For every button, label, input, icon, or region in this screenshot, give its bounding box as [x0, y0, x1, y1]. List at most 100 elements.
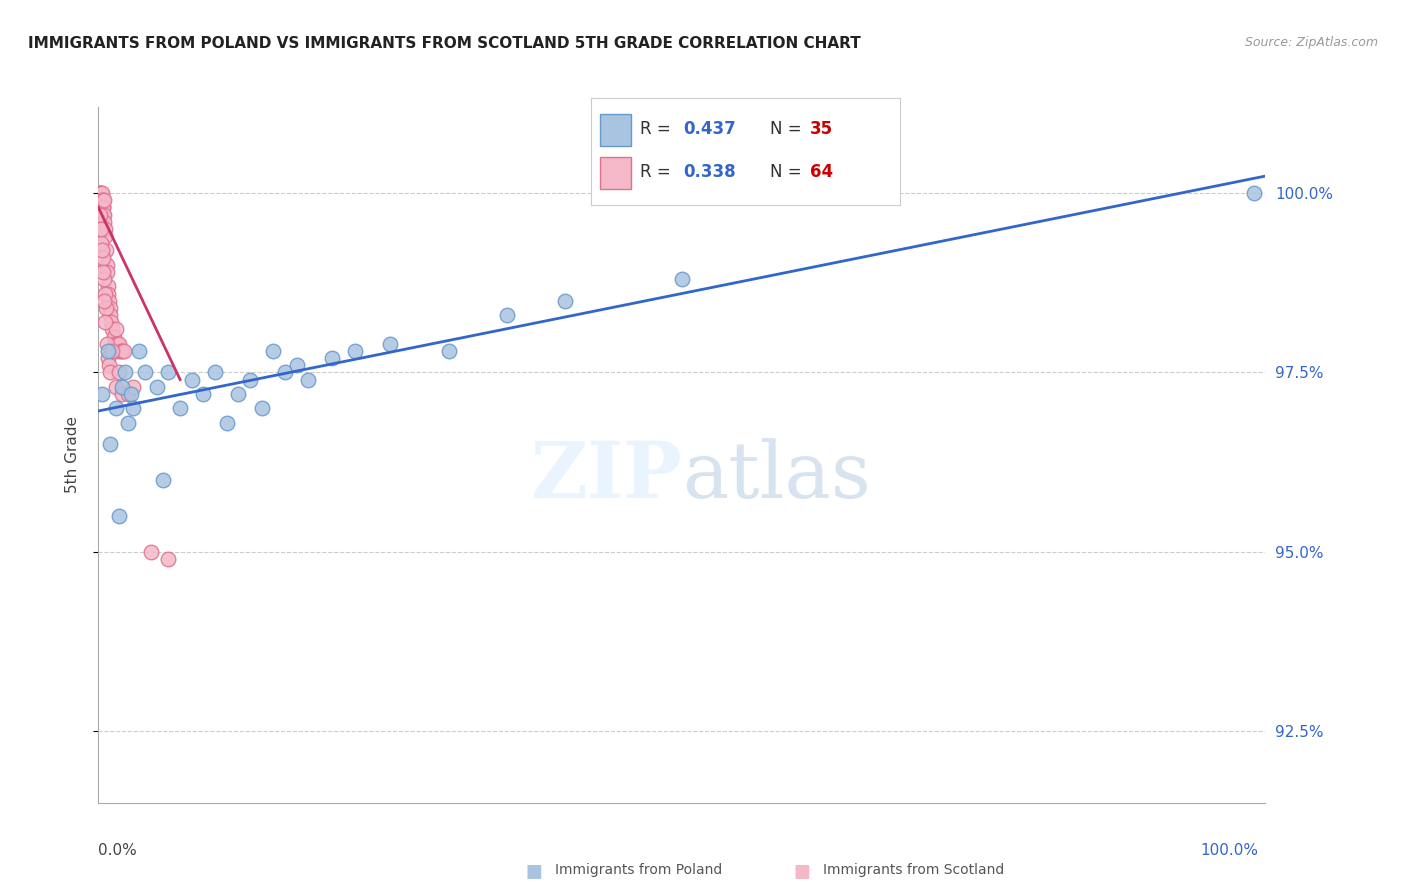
Point	[180, 373, 202, 387]
Point	[108, 508, 131, 523]
Point	[437, 343, 460, 358]
Point	[134, 366, 156, 380]
Point	[104, 336, 127, 351]
Point	[117, 387, 139, 401]
Point	[89, 186, 111, 200]
Text: 64: 64	[810, 162, 834, 181]
Point	[239, 373, 262, 387]
Point	[90, 236, 112, 251]
Point	[87, 194, 110, 208]
Point	[321, 351, 343, 365]
Point	[380, 336, 402, 351]
Point	[91, 251, 114, 265]
Point	[97, 343, 120, 358]
Point	[91, 194, 114, 208]
Point	[215, 416, 238, 430]
Point	[103, 329, 125, 343]
Text: Immigrants from Poland: Immigrants from Poland	[555, 863, 723, 877]
Point	[193, 387, 215, 401]
Point	[90, 186, 112, 200]
Point	[90, 201, 112, 215]
Point	[100, 315, 122, 329]
Text: 0.338: 0.338	[683, 162, 735, 181]
Point	[91, 201, 114, 215]
Point	[94, 301, 117, 315]
Text: R =: R =	[640, 120, 676, 138]
Y-axis label: 5th Grade: 5th Grade	[65, 417, 80, 493]
Point	[98, 308, 121, 322]
Point	[344, 343, 367, 358]
Point	[97, 358, 120, 372]
FancyBboxPatch shape	[600, 157, 631, 189]
Text: ZIP: ZIP	[530, 438, 682, 514]
Point	[89, 186, 111, 200]
Point	[274, 366, 297, 380]
Point	[89, 222, 111, 236]
Text: ▪: ▪	[524, 855, 544, 884]
Point	[111, 387, 134, 401]
Point	[110, 343, 132, 358]
Text: N =: N =	[770, 120, 807, 138]
Point	[94, 286, 117, 301]
Point	[120, 387, 142, 401]
Point	[228, 387, 250, 401]
Point	[146, 380, 169, 394]
Text: 35: 35	[810, 120, 834, 138]
Point	[97, 351, 120, 365]
Point	[96, 336, 118, 351]
Point	[122, 401, 145, 416]
Point	[90, 194, 112, 208]
Text: IMMIGRANTS FROM POLAND VS IMMIGRANTS FROM SCOTLAND 5TH GRADE CORRELATION CHART: IMMIGRANTS FROM POLAND VS IMMIGRANTS FRO…	[28, 36, 860, 51]
Point	[107, 343, 129, 358]
Point	[90, 201, 112, 215]
Point	[108, 336, 131, 351]
Point	[90, 244, 112, 258]
Point	[91, 265, 114, 279]
Point	[98, 366, 121, 380]
Point	[105, 336, 128, 351]
Point	[101, 322, 124, 336]
Point	[262, 343, 284, 358]
Point	[90, 222, 112, 236]
Point	[93, 194, 115, 208]
Point	[94, 222, 117, 236]
Point	[104, 401, 127, 416]
Text: atlas: atlas	[682, 438, 870, 514]
Point	[139, 545, 162, 559]
Point	[496, 308, 519, 322]
Point	[94, 244, 117, 258]
Point	[204, 366, 226, 380]
Point	[89, 208, 111, 222]
Point	[285, 358, 308, 372]
Point	[114, 366, 136, 380]
Point	[112, 343, 135, 358]
Point	[97, 279, 120, 293]
Point	[96, 258, 118, 272]
Point	[97, 293, 120, 308]
Point	[97, 286, 120, 301]
Point	[104, 322, 127, 336]
Text: 0.437: 0.437	[683, 120, 737, 138]
Point	[94, 315, 117, 329]
Point	[93, 293, 115, 308]
Point	[89, 186, 111, 200]
Point	[671, 272, 693, 286]
Point	[554, 293, 576, 308]
Point	[128, 343, 150, 358]
Text: ▪: ▪	[792, 855, 811, 884]
Point	[122, 380, 145, 394]
Point	[117, 416, 139, 430]
Point	[89, 194, 111, 208]
Point	[89, 201, 111, 215]
Point	[98, 301, 121, 315]
Text: 100.0%: 100.0%	[1201, 843, 1258, 858]
Point	[152, 473, 174, 487]
Point	[111, 380, 134, 394]
Point	[108, 366, 131, 380]
Point	[91, 201, 114, 215]
Point	[91, 194, 114, 208]
FancyBboxPatch shape	[600, 114, 631, 146]
Text: Immigrants from Scotland: Immigrants from Scotland	[823, 863, 1004, 877]
Point	[157, 366, 180, 380]
Point	[94, 229, 117, 244]
